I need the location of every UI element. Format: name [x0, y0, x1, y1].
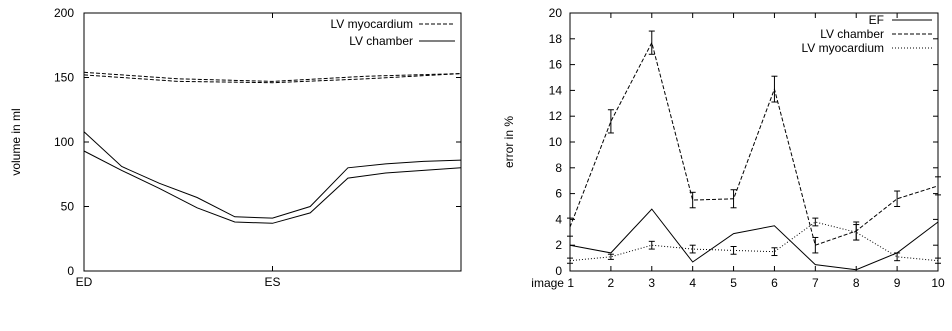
error-x-tick-label: 9	[894, 276, 901, 290]
volume-y-tick-label: 150	[54, 71, 74, 85]
error-legend-label: LV chamber	[820, 27, 884, 41]
error-legend-label: EF	[869, 13, 884, 27]
error-y-tick-label: 14	[549, 83, 563, 97]
error-bar-lv-myocardium	[730, 245, 737, 255]
error-x-tick-label: image 1	[531, 276, 574, 290]
volume-plot-frame	[83, 12, 462, 272]
error-series-line-lv-chamber	[569, 41, 939, 246]
error-bar-lv-chamber	[771, 75, 778, 103]
volume-legend: LV myocardium LV chamber	[331, 17, 455, 48]
error-y-tick-label: 10	[549, 135, 563, 149]
error-x-tick-label: 6	[771, 276, 778, 290]
error-x-tick-label: 5	[730, 276, 737, 290]
error-bar-lv-myocardium	[853, 224, 860, 241]
volume-series-line-series-3	[83, 150, 462, 224]
volume-legend-label: LV myocardium	[331, 17, 413, 31]
volume-marks: 0 50 100 150 200 ED ES	[54, 6, 462, 289]
volume-y-tick-label: 200	[54, 6, 74, 20]
volume-x-tick-label: ED	[76, 275, 93, 289]
error-y-tick-label: 4	[555, 212, 562, 226]
error-y-tick-label: 18	[549, 32, 563, 46]
error-bar-lv-myocardium	[812, 217, 819, 227]
error-y-tick-label: 12	[549, 109, 563, 123]
error-x-tick-label: 2	[608, 276, 615, 290]
volume-series-line-lv-myocardium	[83, 71, 462, 82]
error-bar-lv-chamber	[894, 190, 901, 207]
volume-y-tick-label: 50	[61, 200, 75, 214]
error-y-tick-label: 0	[555, 264, 562, 278]
error-bar-lv-myocardium	[771, 247, 778, 257]
volume-y-tick-label: 0	[67, 264, 74, 278]
volume-legend-label: LV chamber	[349, 34, 413, 48]
error-y-axis-label: error in %	[502, 116, 516, 168]
error-bar-lv-myocardium	[894, 252, 901, 262]
error-y-tick-label: 20	[549, 6, 563, 20]
volume-series-line-lv-chamber	[83, 131, 462, 219]
error-bar-lv-myocardium	[607, 253, 614, 260]
error-y-tick-label: 16	[549, 58, 563, 72]
error-x-tick-label: 8	[853, 276, 860, 290]
volume-x-tick-label: ES	[264, 275, 280, 289]
error-series-line-lv-myocardium	[569, 221, 939, 262]
error-bar-lv-myocardium	[648, 240, 655, 250]
error-x-tick-label: 10	[931, 276, 945, 290]
error-y-tick-label: 8	[555, 161, 562, 175]
error-bar-lv-chamber	[689, 191, 696, 209]
volume-chart: volume in ml 0 50 100 150 200 ED ES LV myocard…	[9, 6, 462, 289]
volume-y-axis-label: volume in ml	[9, 108, 23, 175]
error-x-tick-label: 3	[648, 276, 655, 290]
error-bar-lv-chamber	[730, 189, 737, 209]
error-x-tick-label: 4	[689, 276, 696, 290]
error-y-tick-label: 2	[555, 238, 562, 252]
error-x-tick-label: 7	[812, 276, 819, 290]
error-bar-lv-chamber	[812, 236, 819, 254]
error-bar-lv-myocardium	[689, 244, 696, 254]
error-y-tick-label: 6	[555, 187, 562, 201]
error-chart: error in % 0 2 4 6 8 10 12 14 16 18 20 image 1 2 3 4 5 6…	[502, 6, 945, 290]
error-bar-lv-chamber	[648, 30, 655, 55]
error-plot-frame	[569, 12, 939, 272]
error-legend-label: LV myocardium	[802, 41, 884, 55]
volume-series-line-series-1	[83, 73, 462, 84]
error-series-line-ef	[569, 208, 939, 271]
error-bar-lv-chamber	[607, 109, 614, 134]
volume-y-tick-label: 100	[54, 135, 74, 149]
